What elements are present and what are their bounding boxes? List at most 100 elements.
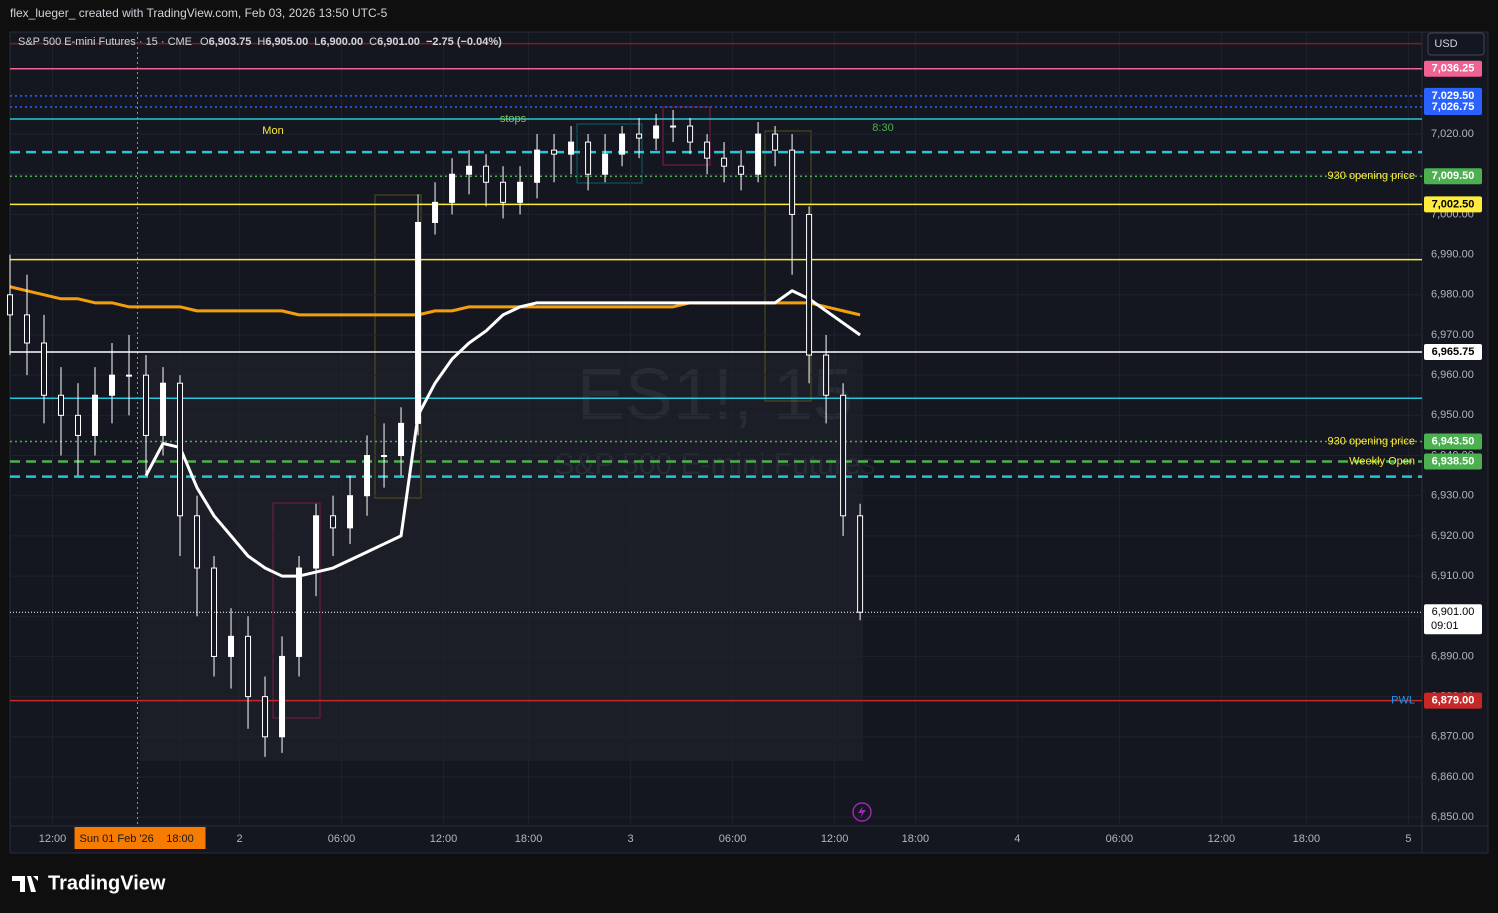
candle-body [602, 153, 609, 175]
price-tag-label: 7,009.50 [1432, 170, 1475, 182]
legend-ohlc-label: L [314, 36, 320, 48]
currency[interactable]: USD [1434, 38, 1457, 50]
candle-body [517, 181, 524, 203]
candle-body [806, 213, 813, 356]
candle-body [7, 294, 13, 316]
legend-ohlc-value: 6,901.00 [377, 36, 420, 48]
price-tag [1424, 60, 1482, 77]
crosshair-label-box [74, 827, 206, 849]
price-tag-label: 7,029.50 [1432, 90, 1475, 102]
candle-body [364, 455, 371, 497]
candle-body [143, 374, 150, 436]
attribution: flex_lueger_ created with TradingView.co… [10, 6, 388, 20]
x-tick-label: 12:00 [821, 833, 849, 845]
legend-ohlc-label: O [200, 36, 209, 48]
candle-body [296, 567, 303, 657]
price-tag-label: 7,036.25 [1432, 63, 1475, 75]
y-tick-label: 6,850.00 [1431, 811, 1474, 823]
candle-body [687, 125, 694, 143]
candle-body [177, 382, 184, 517]
alert-icon[interactable] [852, 802, 872, 822]
x-tick-label: 06:00 [719, 833, 747, 845]
candle-body [126, 374, 133, 377]
price-tag [1424, 196, 1482, 213]
candle-body [279, 655, 286, 738]
candle-body [313, 515, 320, 569]
legend-ohlc-label: C [369, 36, 377, 48]
level-text: Weekly Open [1349, 455, 1415, 467]
price-tag-label: 6,943.50 [1432, 435, 1475, 447]
candle-body [330, 515, 337, 529]
candle-body [653, 125, 660, 139]
candle-body [58, 394, 65, 416]
price-tag-label: 6,879.00 [1432, 695, 1475, 707]
x-tick-label: 12:00 [430, 833, 458, 845]
x-tick-label: 06:00 [328, 833, 356, 845]
y-tick-label: 6,860.00 [1431, 771, 1474, 783]
last-price-tag [1424, 604, 1482, 635]
candle-body [398, 422, 405, 457]
candle-body [789, 149, 796, 215]
candle-body [160, 382, 167, 436]
candle-body [449, 173, 456, 203]
level-text: 930 opening price [1328, 435, 1415, 447]
countdown: 09:01 [1431, 620, 1459, 632]
price-tag-label: 7,002.50 [1432, 198, 1475, 210]
currency-button[interactable] [1427, 32, 1485, 56]
candle-body [228, 635, 235, 657]
y-tick-label: 6,920.00 [1431, 530, 1474, 542]
alert-icon-bolt [858, 806, 866, 818]
legend-change: −2.75 (−0.04%) [426, 36, 502, 48]
candle-body [245, 635, 252, 698]
candle-body [840, 394, 847, 517]
candle-body [109, 374, 116, 396]
last-price-label: 6,901.00 [1432, 606, 1475, 618]
price-tag-label: 6,938.50 [1432, 455, 1475, 467]
candle-body [432, 201, 439, 223]
candle-body [24, 314, 31, 344]
legend-ohlc-value: 6,905.00 [265, 36, 308, 48]
y-tick-label: 6,890.00 [1431, 650, 1474, 662]
indicator-line [144, 289, 861, 578]
y-tick-label: 6,950.00 [1431, 409, 1474, 421]
annotation: Mon [262, 125, 283, 137]
candle-body [636, 133, 643, 139]
candle-body [92, 394, 99, 436]
candle-body [772, 133, 779, 151]
x-tick-label: 18:00 [1293, 833, 1321, 845]
candle-body [534, 149, 541, 183]
watermark-ticker: ES1!, 15 [577, 355, 853, 435]
candle-body [347, 495, 354, 529]
y-tick-label: 7,020.00 [1431, 128, 1474, 140]
candle-body [194, 515, 201, 569]
x-tick-label: 5 [1405, 833, 1411, 845]
y-tick-label: 6,990.00 [1431, 249, 1474, 261]
annotation: stops [500, 113, 527, 125]
price-tag [1424, 692, 1482, 709]
candle-body [755, 133, 762, 175]
price-tag [1424, 168, 1482, 185]
price-tag [1424, 344, 1482, 361]
session-shade [140, 355, 863, 761]
x-tick-label: 2 [236, 833, 242, 845]
crosshair-label: Sun 01 Feb '26 [80, 833, 154, 845]
legend: S&P 500 E-mini Futures · 15 · CME O6,903.… [18, 36, 502, 48]
candle-body [262, 696, 269, 738]
candle-body [75, 414, 82, 436]
candle-body [619, 133, 626, 155]
price-tag-label: 7,026.75 [1432, 101, 1475, 113]
level-text: PWL [1391, 695, 1415, 707]
candle-body [381, 455, 388, 458]
y-tick-label: 6,930.00 [1431, 490, 1474, 502]
level-text: 930 opening price [1328, 170, 1415, 182]
candle-body [415, 221, 422, 424]
x-tick-label: 12:00 [39, 833, 67, 845]
legend-symbol: S&P 500 E-mini Futures · 15 · CME [18, 36, 192, 48]
x-tick-label: 3 [628, 833, 634, 845]
candle-body [500, 181, 507, 203]
candle-body [857, 515, 864, 613]
candle-body [823, 354, 830, 396]
candle-body [568, 141, 575, 155]
legend-ohlc-label: H [257, 36, 265, 48]
